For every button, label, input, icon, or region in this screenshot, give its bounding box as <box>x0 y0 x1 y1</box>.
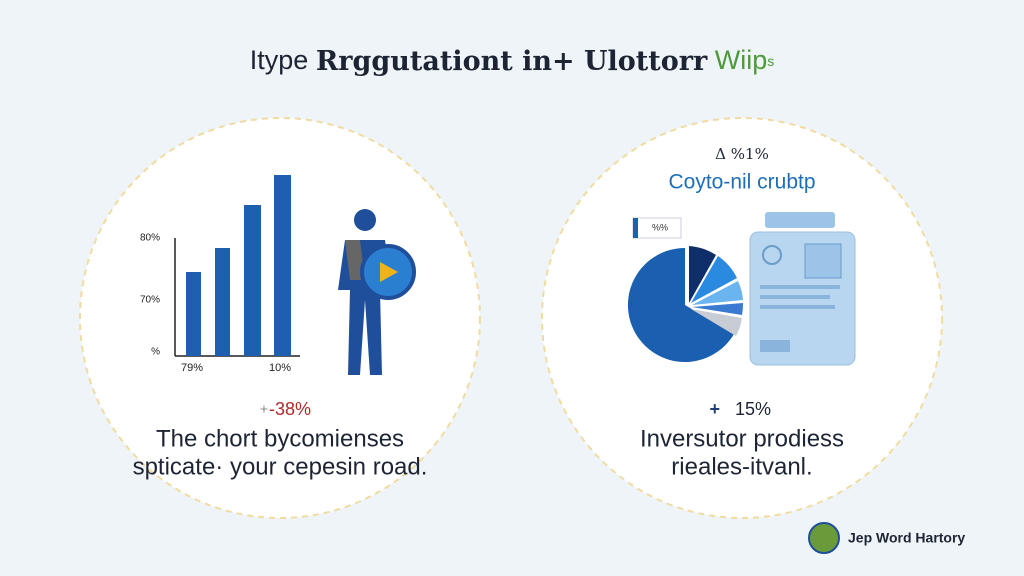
stat-icon: + <box>260 401 268 417</box>
logo-text: Jep Word Hartory <box>848 530 965 546</box>
stat: 15% <box>735 399 771 419</box>
caption: rieales-itvanl. <box>671 453 812 480</box>
title-part: s <box>767 53 774 69</box>
title-part: Rrggutationt in+ Ulottorr <box>316 46 708 77</box>
title-part: Itype <box>250 45 309 75</box>
pie-icon <box>627 246 744 362</box>
caption: The chort bycomienses <box>156 425 404 452</box>
title: Itype Rrggutationt in+ Ulottorr Wiips <box>250 45 774 76</box>
top-label: Δ %1% <box>715 145 769 163</box>
legend-swatch <box>633 218 638 238</box>
document-icon <box>749 212 856 366</box>
title-part: Wiip <box>715 45 768 75</box>
stat: -38% <box>269 399 311 419</box>
stat-icon: + <box>709 399 720 419</box>
bar-icon <box>215 248 230 356</box>
axis-label: 80% <box>140 233 160 244</box>
x-label: 79% <box>181 362 203 374</box>
axis-label: 70% <box>140 295 160 306</box>
caption: spticate· your cepesin road. <box>133 453 428 480</box>
subtitle: Coyto-nil crubtp <box>668 171 815 194</box>
logo-icon <box>808 522 840 554</box>
bar-icon <box>244 205 261 356</box>
x-label: 10% <box>269 362 291 374</box>
bar-icon <box>274 175 291 356</box>
person-icon <box>338 209 416 375</box>
axis-label: % <box>151 347 160 358</box>
legend-label: %% <box>652 222 668 232</box>
caption: Inversutor prodiess <box>640 425 844 452</box>
bar-icon <box>186 272 201 356</box>
